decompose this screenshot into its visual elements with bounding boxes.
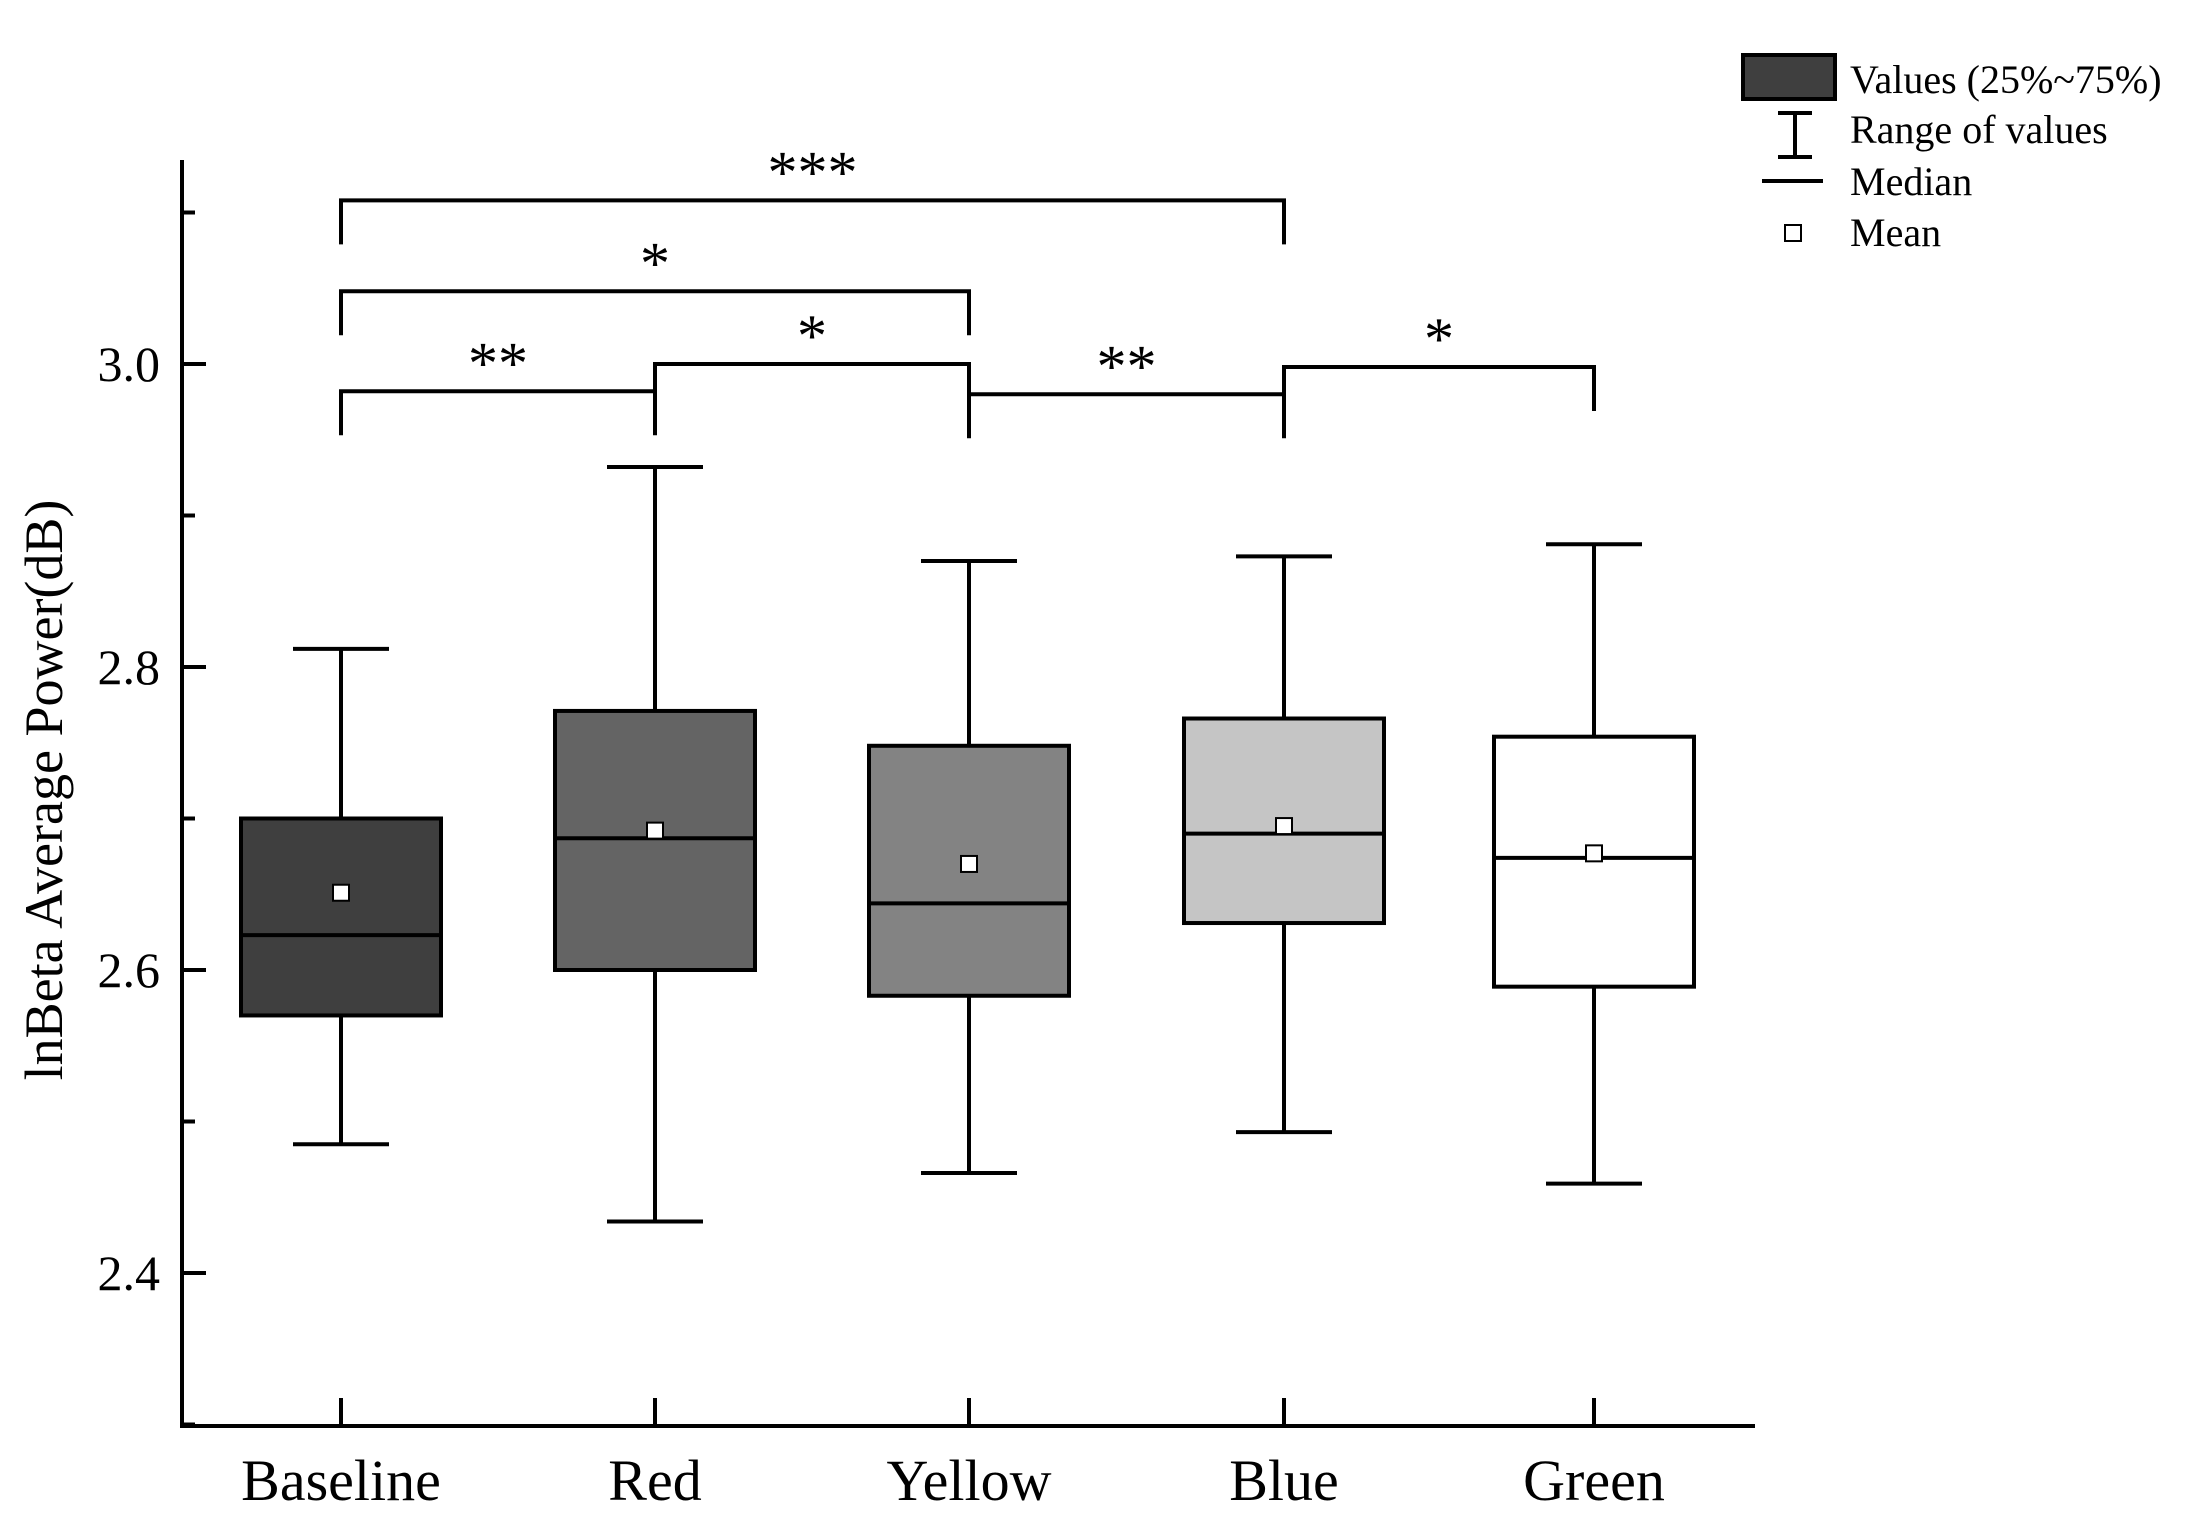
- significance-bracket: [339, 198, 1286, 245]
- legend-mean-swatch: [1784, 224, 1802, 242]
- y-tick-label: 2.4: [98, 1245, 161, 1301]
- box-baseline: [239, 816, 443, 1018]
- significance-bracket: [1282, 365, 1596, 412]
- significance-bracket: [339, 289, 971, 336]
- significance-bracket: [967, 392, 1286, 439]
- legend-box-swatch: [1741, 53, 1837, 101]
- legend-label: Mean: [1850, 210, 1941, 255]
- significance-label: **: [1097, 333, 1157, 399]
- box-red: [553, 708, 757, 972]
- x-tick-label-baseline: Baseline: [241, 1448, 441, 1513]
- significance-label: *: [640, 230, 670, 296]
- significance-label: *: [797, 303, 827, 369]
- mean-marker-blue: [1275, 817, 1293, 836]
- legend-label: Range of values: [1850, 107, 2108, 152]
- x-tick-label-green: Green: [1523, 1448, 1665, 1513]
- significance-label: ***: [768, 139, 858, 205]
- legend-label: Median: [1850, 159, 1972, 204]
- significance-label: **: [468, 330, 528, 396]
- mean-marker-red: [646, 821, 664, 840]
- mean-marker-green: [1585, 844, 1603, 863]
- significance-bracket: [653, 362, 971, 408]
- significance-label: *: [1424, 306, 1454, 372]
- mean-marker-baseline: [332, 883, 350, 902]
- y-tick-label: 2.8: [98, 639, 161, 695]
- x-tick-label-blue: Blue: [1229, 1448, 1339, 1513]
- legend-label: Values (25%~75%): [1850, 57, 2162, 102]
- mean-marker-yellow: [960, 854, 978, 873]
- significance-bracket: [339, 389, 657, 436]
- x-tick-label-yellow: Yellow: [887, 1448, 1052, 1513]
- y-tick-label: 2.6: [98, 942, 161, 998]
- x-tick-label-red: Red: [608, 1448, 701, 1513]
- y-axis-label: lnBeta Average Power(dB): [14, 500, 74, 1081]
- y-tick-label: 3.0: [98, 336, 161, 392]
